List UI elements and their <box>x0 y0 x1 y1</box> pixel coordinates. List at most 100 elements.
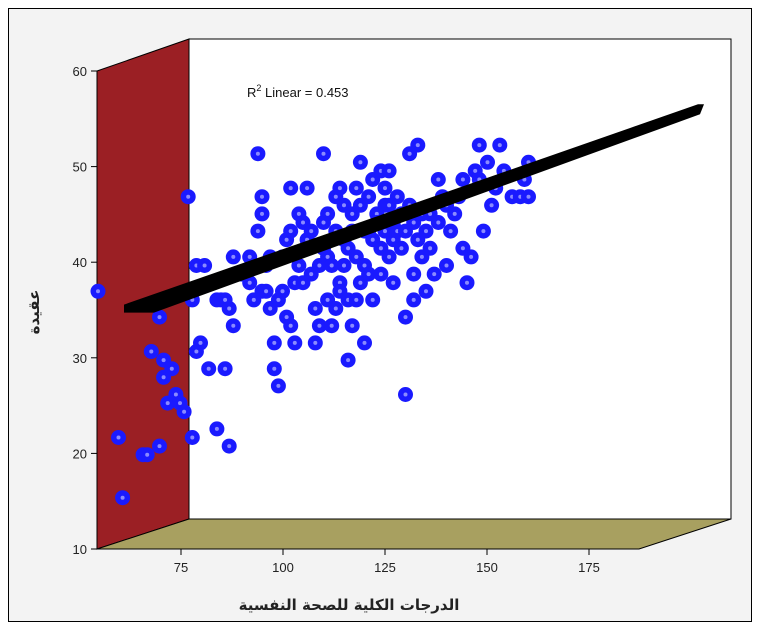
data-point-core <box>342 203 346 208</box>
data-point-core <box>436 177 441 182</box>
data-point-core <box>223 366 228 371</box>
data-point-core <box>178 401 182 406</box>
annotation-prefix: R <box>247 85 256 100</box>
data-point-core <box>436 220 441 225</box>
data-point-core <box>337 186 342 191</box>
data-point-core <box>370 177 375 182</box>
data-point-core <box>305 186 310 191</box>
data-point-core <box>276 297 281 302</box>
data-point-core <box>284 237 289 242</box>
data-point-core <box>264 289 269 294</box>
data-point-core <box>325 211 330 216</box>
x-axis-title: الدرجات الكلية للصحة النفسية <box>239 596 460 614</box>
data-point-core <box>149 349 154 354</box>
data-point-core <box>231 323 236 328</box>
data-point-core <box>403 315 408 320</box>
data-point-core <box>374 211 379 216</box>
data-point-core <box>296 211 301 216</box>
data-point-core <box>317 323 322 328</box>
data-point-core <box>313 340 318 345</box>
data-point-core <box>329 263 334 268</box>
data-point-core <box>186 194 191 199</box>
data-point-core <box>255 151 260 156</box>
data-point-core <box>387 168 392 173</box>
data-point-core <box>424 289 428 294</box>
data-point-core <box>497 143 502 148</box>
data-point-core <box>247 280 252 285</box>
y-tick-label: 50 <box>73 160 87 175</box>
data-point-core <box>325 297 330 302</box>
data-point-core <box>403 229 408 234</box>
data-point-core <box>415 143 420 148</box>
scatter-chart: 10 20 30 40 50 60 75 100 125 150 175 R2 Linear = … <box>25 38 732 614</box>
data-point-core <box>362 263 367 268</box>
data-point-core <box>173 392 178 397</box>
data-point-core <box>350 323 355 328</box>
data-point-core <box>309 229 314 234</box>
x-tick-label: 75 <box>174 560 188 575</box>
back-wall <box>188 38 732 520</box>
data-point-core <box>444 263 449 268</box>
data-point-core <box>231 254 236 259</box>
data-point-core <box>395 194 400 199</box>
x-tick-label: 175 <box>578 560 600 575</box>
data-point-core <box>321 151 326 156</box>
data-point-core <box>432 272 437 277</box>
data-point-core <box>157 444 162 449</box>
data-point-core <box>481 229 486 234</box>
data-point-core <box>460 177 465 182</box>
data-point-core <box>460 246 465 251</box>
data-point-core <box>165 401 170 406</box>
data-point-core <box>411 272 416 277</box>
data-point-core <box>337 280 342 285</box>
x-tick-label: 100 <box>272 560 294 575</box>
data-point-core <box>346 358 351 363</box>
data-point-core <box>190 435 195 440</box>
data-point-core <box>419 254 424 259</box>
data-point-core <box>428 246 433 251</box>
data-point-core <box>358 160 363 165</box>
data-point-core <box>247 254 252 259</box>
data-point-core <box>260 194 264 199</box>
y-ticks: 10 20 30 40 50 60 <box>73 64 97 557</box>
data-point-core <box>255 229 260 234</box>
data-point-core <box>145 452 150 457</box>
data-point-core <box>161 375 166 380</box>
data-point-core <box>383 186 387 191</box>
data-point-core <box>452 211 457 216</box>
data-point-core <box>522 177 527 182</box>
data-point-core <box>428 211 433 216</box>
data-point-core <box>366 194 371 199</box>
data-point-core <box>399 246 404 251</box>
data-point-core <box>329 323 334 328</box>
data-point-core <box>387 203 392 208</box>
data-point-core <box>358 203 363 208</box>
data-point-core <box>260 211 264 216</box>
data-point-core <box>407 151 412 156</box>
data-point-core <box>378 272 383 277</box>
data-point-core <box>116 435 121 440</box>
data-point-core <box>202 263 207 268</box>
data-point-core <box>391 280 396 285</box>
data-point-core <box>469 254 474 259</box>
data-point-core <box>313 306 318 311</box>
data-point-core <box>333 194 338 199</box>
y-tick-label: 30 <box>73 351 87 366</box>
data-point-core <box>350 211 355 216</box>
data-point-core <box>337 289 342 294</box>
annotation-sup: 2 <box>256 83 261 93</box>
y-tick-label: 20 <box>73 446 87 461</box>
data-point-core <box>301 220 305 225</box>
data-point-core <box>268 306 273 311</box>
data-point-core <box>333 306 338 311</box>
data-point-core <box>424 229 428 234</box>
data-point-core <box>485 160 490 165</box>
data-point-core <box>317 263 322 268</box>
data-point-core <box>411 220 416 225</box>
data-point-core <box>272 340 277 345</box>
data-point-core <box>272 366 277 371</box>
data-point-core <box>473 168 478 173</box>
data-point-core <box>415 237 420 242</box>
data-point-core <box>391 237 396 242</box>
data-point-core <box>288 229 293 234</box>
